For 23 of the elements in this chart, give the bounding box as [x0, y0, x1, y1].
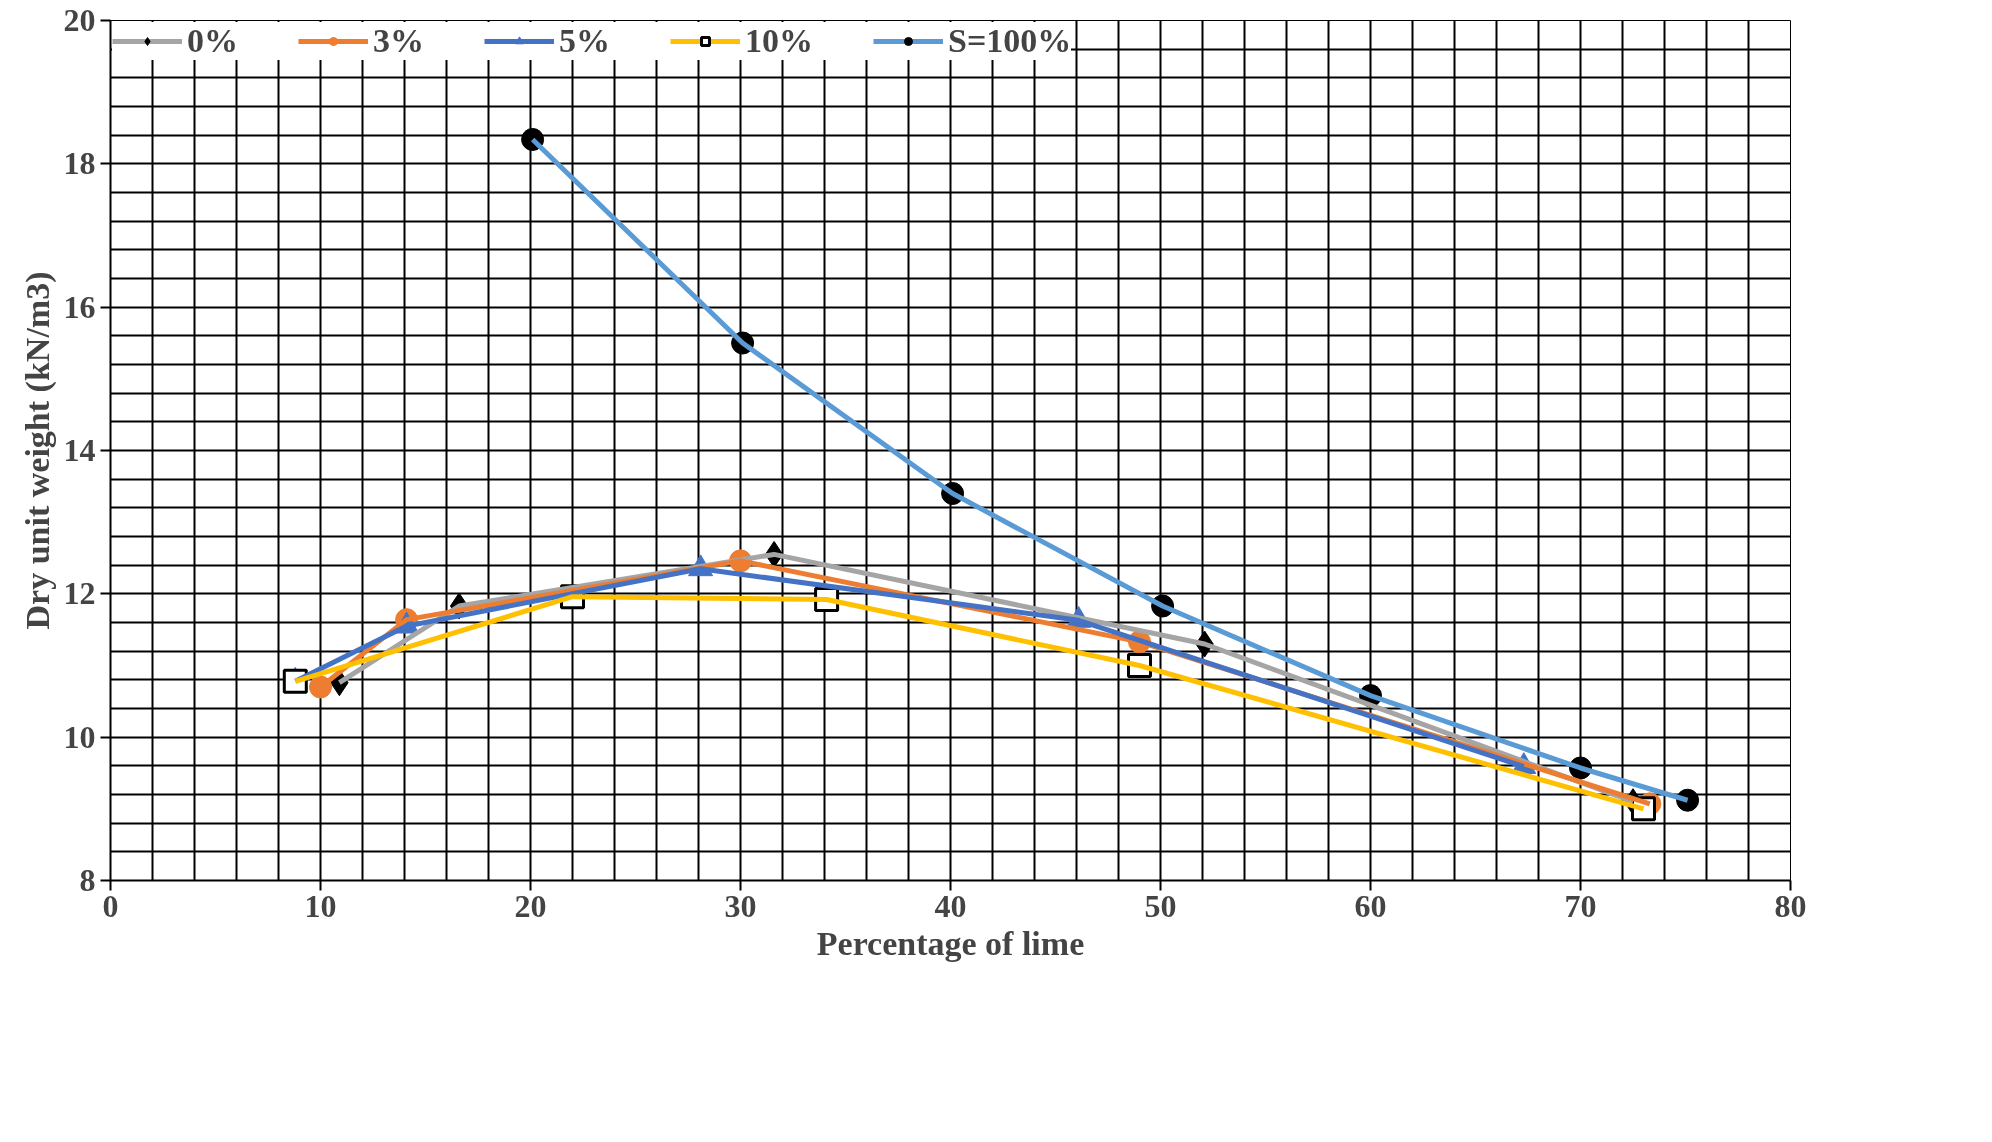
legend-label: S=100%	[948, 22, 1072, 60]
y-axis-title: Dry unit weight (kN/m3)	[18, 271, 57, 630]
x-tick-label: 10	[304, 887, 337, 924]
x-tick-label: 80	[1774, 887, 1807, 924]
x-tick-label: 70	[1564, 887, 1597, 924]
y-tick-label: 12	[63, 575, 96, 612]
y-tick-label: 10	[63, 718, 96, 755]
x-tick-label: 0	[102, 887, 119, 924]
legend-label: 3%	[373, 22, 424, 60]
y-tick-label: 14	[63, 432, 96, 468]
y-tick-label: 8	[79, 862, 96, 898]
legend-label: 10%	[745, 22, 813, 60]
x-tick-label: 30	[724, 887, 757, 924]
y-tick-label: 18	[63, 145, 96, 182]
legend-label: 5%	[559, 22, 610, 60]
x-tick-label: 60	[1354, 887, 1387, 924]
legend-label: 0%	[187, 22, 238, 60]
x-tick-label: 20	[514, 887, 547, 924]
x-tick-label: 40	[934, 887, 967, 924]
y-tick-label: 16	[63, 288, 96, 325]
x-tick-label: 50	[1144, 887, 1177, 924]
x-axis-title: Percentage of lime	[816, 924, 1085, 962]
y-tick-label: 20	[63, 2, 96, 38]
